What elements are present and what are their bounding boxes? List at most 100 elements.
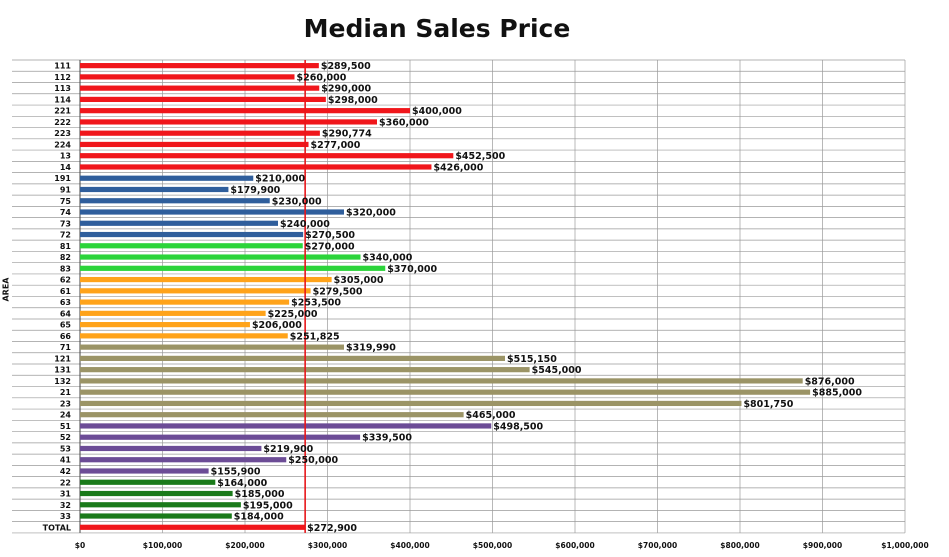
bar xyxy=(80,502,241,508)
category-label: 222 xyxy=(54,118,71,127)
category-label: 113 xyxy=(54,84,71,93)
data-label: $545,000 xyxy=(532,365,582,376)
category-label: 13 xyxy=(60,152,71,161)
data-label: $370,000 xyxy=(387,264,437,275)
data-label: $885,000 xyxy=(812,388,862,399)
bar xyxy=(80,198,270,204)
bar xyxy=(80,355,505,361)
bar xyxy=(80,434,361,440)
data-label: $339,500 xyxy=(362,433,412,444)
data-label: $155,900 xyxy=(211,466,261,477)
bar xyxy=(80,276,332,283)
bar xyxy=(80,209,344,215)
bar xyxy=(80,333,288,339)
data-label: $164,000 xyxy=(217,478,267,489)
grid-layer xyxy=(12,59,906,534)
data-label: $426,000 xyxy=(433,162,483,173)
bar xyxy=(80,524,306,530)
bar xyxy=(80,513,232,519)
x-tick-label: $1,000,000 xyxy=(881,541,928,550)
bar xyxy=(80,74,295,80)
category-label: 61 xyxy=(60,287,72,296)
data-label: $250,000 xyxy=(288,455,338,466)
bar xyxy=(80,457,287,463)
bar xyxy=(80,479,216,485)
category-label: 53 xyxy=(60,444,71,453)
x-tick-label: $400,000 xyxy=(390,541,429,550)
bar xyxy=(80,400,742,407)
data-label: $305,000 xyxy=(334,275,384,286)
category-label: 62 xyxy=(60,276,71,285)
category-label: 66 xyxy=(60,332,72,341)
category-label: 91 xyxy=(60,185,72,194)
bars-layer xyxy=(80,63,811,530)
category-label: 121 xyxy=(54,354,71,363)
data-label: $225,000 xyxy=(268,309,318,320)
category-label: 14 xyxy=(60,163,72,172)
bar xyxy=(80,265,386,271)
bar xyxy=(80,445,262,452)
data-label: $290,774 xyxy=(322,129,372,140)
data-label: $277,000 xyxy=(311,140,361,151)
category-label: 75 xyxy=(60,197,72,206)
bar xyxy=(80,299,290,305)
category-label: TOTAL xyxy=(43,523,71,532)
bar xyxy=(80,412,464,418)
labels-layer: $0 $100,000 $200,000 $300,000 $400,000 $500,0… xyxy=(43,61,929,550)
data-label: $298,000 xyxy=(328,95,378,106)
data-label: $515,150 xyxy=(507,354,557,365)
category-label: 112 xyxy=(54,73,71,82)
bar xyxy=(80,141,309,148)
category-label: 221 xyxy=(54,107,71,116)
x-tick-label: $0 xyxy=(75,541,85,550)
data-label: $251,825 xyxy=(290,331,340,342)
category-label: 131 xyxy=(54,366,71,375)
bar xyxy=(80,96,326,103)
category-label: 223 xyxy=(54,129,71,138)
bar xyxy=(80,175,254,181)
x-tick-label: $800,000 xyxy=(720,541,759,550)
data-label: $452,500 xyxy=(455,151,505,162)
data-label: $360,000 xyxy=(379,117,429,128)
category-label: 65 xyxy=(60,321,72,330)
bar xyxy=(80,490,233,497)
bar xyxy=(80,220,278,226)
bar xyxy=(80,423,492,429)
category-label: 32 xyxy=(60,501,71,510)
bar xyxy=(80,243,303,249)
category-label: 83 xyxy=(60,264,71,273)
x-tick-label: $200,000 xyxy=(225,541,264,550)
bar xyxy=(80,468,209,474)
bar xyxy=(80,389,811,395)
data-label: $260,000 xyxy=(297,72,347,83)
category-label: 72 xyxy=(60,231,71,240)
category-label: 21 xyxy=(60,388,72,397)
category-label: 82 xyxy=(60,253,71,262)
data-label: $219,900 xyxy=(263,444,313,455)
data-label: $279,500 xyxy=(313,286,363,297)
x-tick-label: $100,000 xyxy=(143,541,182,550)
x-tick-label: $900,000 xyxy=(803,541,842,550)
category-label: 81 xyxy=(60,242,72,251)
bar xyxy=(80,130,320,136)
x-tick-label: $700,000 xyxy=(638,541,677,550)
bar xyxy=(80,254,361,260)
bar xyxy=(80,186,229,193)
category-label: 73 xyxy=(60,219,71,228)
category-label: 132 xyxy=(54,377,71,386)
bar xyxy=(80,164,432,170)
category-label: 71 xyxy=(60,343,72,352)
data-label: $320,000 xyxy=(346,208,396,219)
data-label: $289,500 xyxy=(321,61,371,72)
category-label: 114 xyxy=(54,95,71,104)
category-label: 63 xyxy=(60,298,71,307)
bar xyxy=(80,288,311,294)
data-label: $272,900 xyxy=(307,523,357,534)
category-label: 224 xyxy=(54,140,71,149)
data-label: $290,000 xyxy=(321,84,371,95)
data-label: $400,000 xyxy=(412,106,462,117)
data-label: $195,000 xyxy=(243,500,293,511)
category-label: 111 xyxy=(54,62,71,71)
